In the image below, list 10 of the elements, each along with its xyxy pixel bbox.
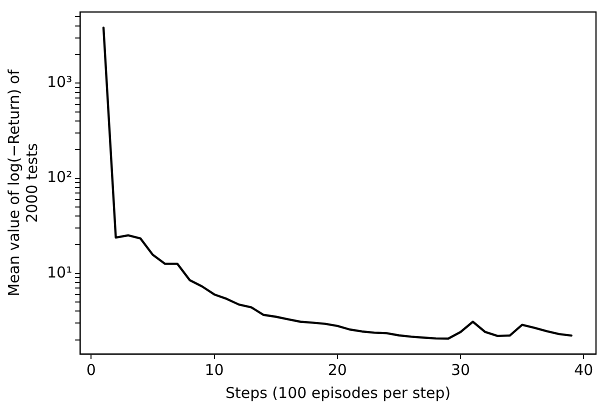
x-tick-label: 30 xyxy=(451,360,470,379)
x-tick-label: 0 xyxy=(86,360,96,379)
x-axis-title: Steps (100 episodes per step) xyxy=(225,384,451,402)
y-tick-label: 10² xyxy=(46,168,72,186)
x-tick-label: 20 xyxy=(328,360,347,379)
y-tick-label: 10¹ xyxy=(46,263,72,282)
x-tick-label: 40 xyxy=(574,360,594,379)
x-tick-label: 10 xyxy=(204,360,224,379)
y-tick-label: 10³ xyxy=(46,73,72,92)
y-axis-title: Mean value of log(−Return) of 2000 tests xyxy=(4,68,41,296)
